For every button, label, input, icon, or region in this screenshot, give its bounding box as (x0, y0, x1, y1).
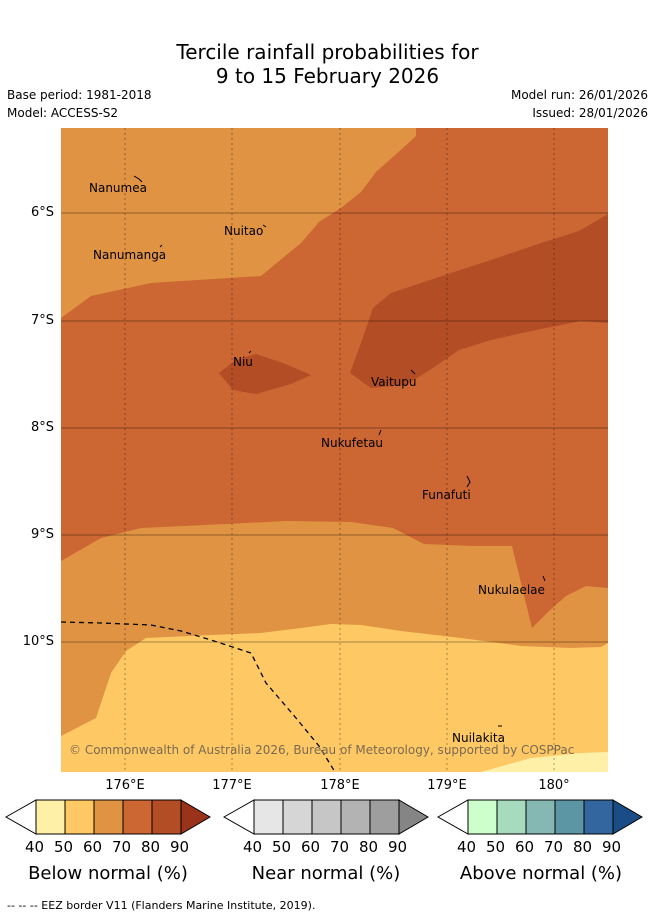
island-nanumea (133, 175, 143, 183)
x-tick-label: 178°E (320, 778, 360, 793)
island-nuitao (262, 224, 267, 228)
place-label: Nanumanga (93, 248, 166, 262)
map-title: Tercile rainfall probabilities for 9 to … (0, 40, 655, 88)
above-legend-swatch (525, 799, 556, 835)
islands (133, 175, 546, 727)
place-label: Nanumea (89, 181, 147, 195)
y-tick-label: 7°S (30, 313, 54, 328)
below-normal-title: Below normal (%) (28, 863, 188, 884)
legend-tick-label: 90 (602, 838, 622, 856)
near-legend-swatch (340, 799, 371, 835)
near-legend-swatch (282, 799, 313, 835)
model-run: Model run: 26/01/2026 (510, 88, 648, 102)
x-tick-label: 180° (538, 778, 570, 793)
legend-tick-label: 90 (170, 838, 190, 856)
legend-tick-label: 40 (457, 838, 477, 856)
near-legend-low-arrow (222, 799, 255, 835)
place-label: Vaitupu (371, 375, 417, 389)
above-legend-low-arrow (436, 799, 469, 835)
island-nukufetau (378, 429, 382, 436)
below-legend-swatch (151, 799, 182, 835)
legend-tick-label: 40 (25, 838, 45, 856)
legend-tick-label: 80 (141, 838, 161, 856)
island-niu (248, 350, 252, 354)
x-tick-label: 179°E (427, 778, 467, 793)
place-label: Nuilakita (452, 731, 505, 745)
legend-tick-label: 50 (486, 838, 506, 856)
region-80-90-niu (219, 354, 311, 394)
legend-tick-label: 80 (359, 838, 379, 856)
base-period: Base period: 1981-2018 (7, 88, 152, 102)
x-tick-label: 176°E (105, 778, 145, 793)
above-legend-high-arrow (612, 799, 643, 835)
title-line-1: Tercile rainfall probabilities for (176, 40, 479, 64)
above-legend-swatch (496, 799, 527, 835)
below-legend-swatch (64, 799, 95, 835)
near-legend-swatch (311, 799, 342, 835)
island-nanumanga (159, 244, 163, 248)
eez-border (61, 621, 336, 772)
legend-tick-label: 60 (301, 838, 321, 856)
above-legend-swatch (583, 799, 614, 835)
near-legend-swatch (253, 799, 284, 835)
title-line-2: 9 to 15 February 2026 (215, 64, 440, 88)
legend-tick-label: 80 (573, 838, 593, 856)
y-tick-label: 6°S (30, 205, 54, 220)
above-legend-swatch (554, 799, 585, 835)
legend-tick-label: 70 (330, 838, 350, 856)
legend-tick-label: 70 (112, 838, 132, 856)
legend-tick-label: 90 (388, 838, 408, 856)
copyright-note: © Commonwealth of Australia 2026, Bureau… (69, 743, 574, 757)
legend-tick-label: 40 (243, 838, 263, 856)
eez-note: -- -- -- EEZ border V11 (Flanders Marine… (7, 899, 316, 912)
y-tick-label: 10°S (22, 634, 54, 649)
issued-date: Issued: 28/01/2026 (532, 106, 648, 120)
above-normal-title: Above normal (%) (459, 863, 623, 884)
below-legend-swatch (93, 799, 124, 835)
x-tick-label: 177°E (212, 778, 252, 793)
place-label: Niu (233, 355, 253, 369)
above-legend-swatch (467, 799, 498, 835)
place-label: Nuitao (224, 224, 263, 238)
island-nukulaelae (542, 575, 546, 582)
near-legend-swatch (369, 799, 400, 835)
legend-tick-label: 70 (544, 838, 564, 856)
place-label: Funafuti (422, 488, 471, 502)
near-normal-title: Near normal (%) (251, 863, 401, 884)
legend-tick-label: 60 (515, 838, 535, 856)
y-tick-label: 8°S (30, 420, 54, 435)
island-funafuti (466, 475, 471, 488)
place-label: Nukufetau (321, 436, 383, 450)
probability-map: Nanumea Nuitao Nanumanga Niu Vaitupu Nuk… (61, 128, 608, 772)
model-name: Model: ACCESS-S2 (7, 106, 119, 120)
place-label: Nukulaelae (478, 583, 545, 597)
near-legend-high-arrow (398, 799, 429, 835)
region-50-60 (61, 624, 608, 772)
legend-tick-label: 50 (54, 838, 74, 856)
below-legend-high-arrow (180, 799, 211, 835)
island-vaitupu (410, 369, 416, 375)
legend-colorbars (4, 799, 643, 835)
legend-tick-label: 60 (83, 838, 103, 856)
below-legend-swatch (35, 799, 66, 835)
below-legend-low-arrow (4, 799, 37, 835)
region-40-50 (481, 752, 608, 772)
region-70-80 (61, 128, 608, 628)
below-legend-swatch (122, 799, 153, 835)
gridlines (61, 128, 608, 772)
legend-tick-label: 50 (272, 838, 292, 856)
region-80-90-east (350, 214, 608, 388)
y-tick-label: 9°S (30, 527, 54, 542)
